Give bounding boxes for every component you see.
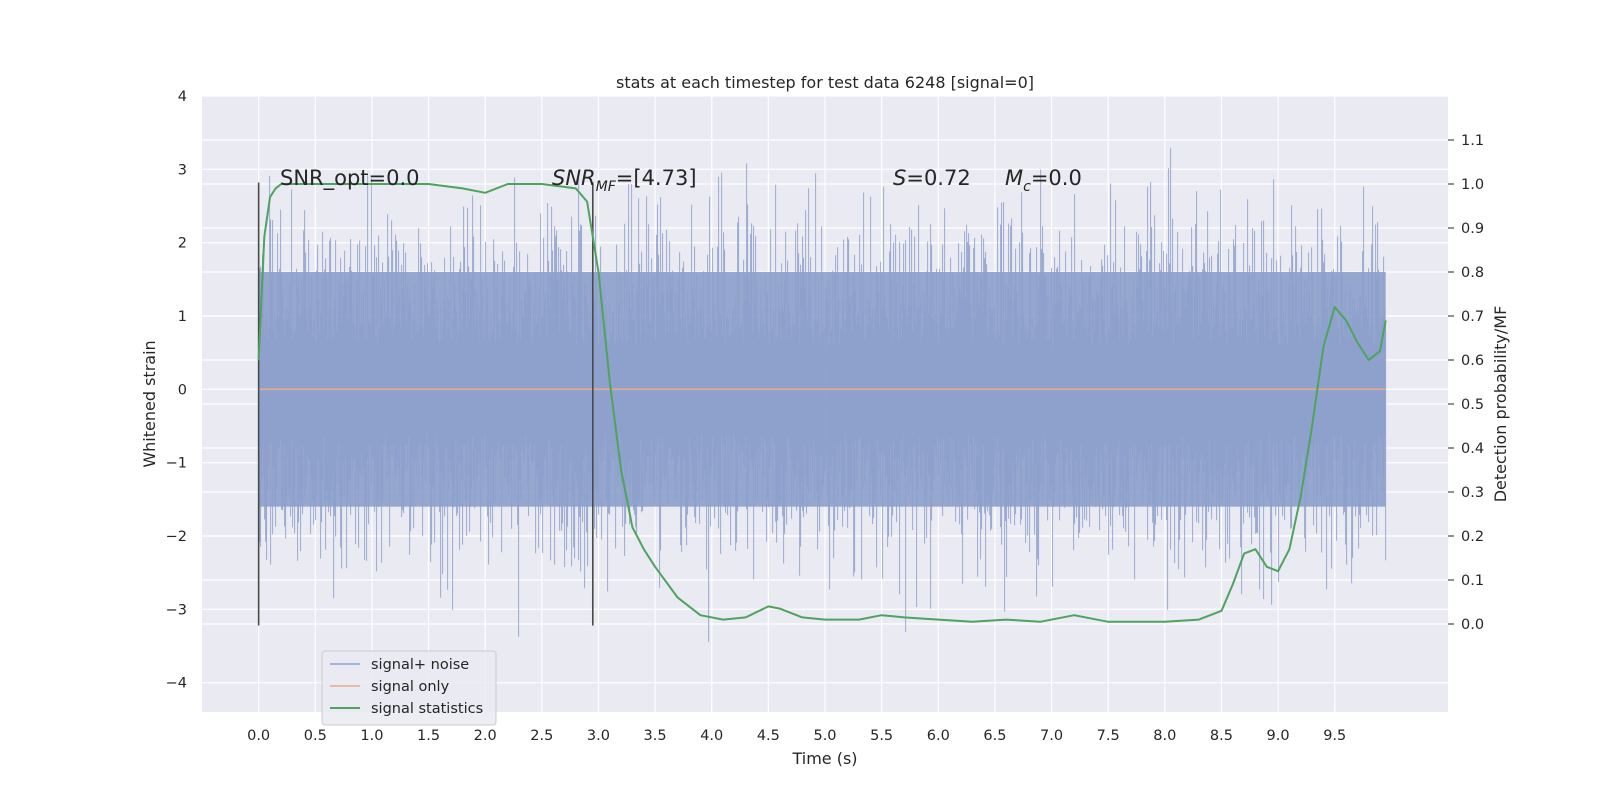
x-tick-11: 5.5 bbox=[870, 728, 893, 744]
x-tick-19: 9.5 bbox=[1323, 728, 1346, 744]
right-y-tick-2: 0.9 bbox=[1461, 221, 1484, 237]
x-tick-5: 2.5 bbox=[530, 728, 553, 744]
x-axis-label: Time (s) bbox=[791, 749, 857, 768]
x-tick-12: 6.0 bbox=[927, 728, 950, 744]
right-y-tick-labels: 1.1 1.0 0.9 0.8 0.7 0.6 0.5 0.4 0.3 0.2 0.1 0.0 bbox=[1448, 133, 1484, 633]
right-y-tick-10: 0.1 bbox=[1461, 573, 1484, 589]
signal-statistics-series bbox=[257, 183, 1387, 623]
x-tick-labels: 0.0 0.5 1.0 1.5 2.0 2.5 3.0 3.5 4.0 4.5 5.0 5.5 6.0 6… bbox=[247, 728, 1346, 744]
x-tick-13: 6.5 bbox=[983, 728, 1006, 744]
x-tick-18: 9.0 bbox=[1267, 728, 1290, 744]
x-tick-6: 3.0 bbox=[587, 728, 610, 744]
vertical-markers bbox=[257, 182, 594, 626]
x-tick-7: 3.5 bbox=[644, 728, 667, 744]
legend-label-signal-statistics: signal statistics bbox=[371, 701, 483, 717]
x-tick-14: 7.0 bbox=[1040, 728, 1063, 744]
right-y-tick-9: 0.2 bbox=[1461, 529, 1484, 545]
right-y-tick-0: 1.1 bbox=[1461, 133, 1484, 149]
left-y-tick-5: −1 bbox=[166, 456, 187, 472]
left-y-tick-8: −4 bbox=[166, 676, 187, 692]
annotation-snr-mf: SNRMF=[4.73] bbox=[552, 166, 697, 195]
left-y-axis-label: Whitened strain bbox=[140, 340, 159, 467]
left-y-tick-2: 2 bbox=[178, 236, 187, 252]
left-y-tick-1: 3 bbox=[178, 162, 187, 178]
annotation-s: S=0.72 bbox=[893, 166, 971, 190]
left-y-tick-6: −2 bbox=[166, 529, 187, 545]
x-tick-16: 8.0 bbox=[1153, 728, 1176, 744]
snr-mf-main: SNR bbox=[552, 166, 596, 190]
x-tick-10: 5.0 bbox=[813, 728, 836, 744]
right-y-tick-3: 0.8 bbox=[1461, 265, 1484, 281]
x-tick-1: 0.5 bbox=[304, 728, 327, 744]
snr-mf-value: =[4.73] bbox=[616, 166, 697, 190]
right-y-tick-5: 0.6 bbox=[1461, 353, 1484, 369]
mc-subscript: c bbox=[1023, 179, 1031, 195]
left-y-tick-0: 4 bbox=[178, 89, 187, 105]
legend-label-signal-only: signal only bbox=[371, 679, 450, 695]
annotation-mc: Mc=0.0 bbox=[1005, 166, 1082, 195]
right-y-tick-4: 0.7 bbox=[1461, 309, 1484, 325]
right-y-axis-label: Detection probability/MF bbox=[1491, 306, 1510, 503]
x-tick-4: 2.0 bbox=[474, 728, 497, 744]
mc-value: =0.0 bbox=[1031, 166, 1082, 190]
left-y-tick-4: 0 bbox=[178, 382, 187, 398]
x-tick-2: 1.0 bbox=[360, 728, 383, 744]
x-tick-17: 8.5 bbox=[1210, 728, 1233, 744]
annotation-snr-opt: SNR_opt=0.0 bbox=[280, 166, 420, 191]
x-tick-0: 0.0 bbox=[247, 728, 270, 744]
legend: signal+ noise signal only signal statist… bbox=[321, 650, 497, 726]
right-y-tick-8: 0.3 bbox=[1461, 485, 1484, 501]
x-tick-8: 4.0 bbox=[700, 728, 723, 744]
right-y-tick-11: 0.0 bbox=[1461, 617, 1484, 633]
snr-mf-subscript: MF bbox=[596, 179, 617, 195]
right-y-tick-1: 1.0 bbox=[1461, 177, 1484, 193]
legend-box bbox=[321, 650, 497, 726]
right-y-tick-7: 0.4 bbox=[1461, 441, 1484, 457]
s-value: =0.72 bbox=[906, 166, 970, 190]
legend-label-signal-noise: signal+ noise bbox=[371, 657, 469, 673]
left-y-tick-labels: 4 3 2 1 0 −1 −2 −3 −4 bbox=[166, 89, 187, 692]
left-y-tick-7: −3 bbox=[166, 602, 187, 618]
left-y-tick-3: 1 bbox=[178, 309, 187, 325]
chart-title: stats at each timestep for test data 624… bbox=[616, 73, 1034, 92]
x-tick-3: 1.5 bbox=[417, 728, 440, 744]
signal-statistics-line bbox=[257, 183, 1387, 623]
mc-main: M bbox=[1005, 166, 1023, 190]
right-y-tick-6: 0.5 bbox=[1461, 397, 1484, 413]
s-main: S bbox=[893, 166, 906, 190]
x-tick-9: 4.5 bbox=[757, 728, 780, 744]
x-tick-15: 7.5 bbox=[1097, 728, 1120, 744]
